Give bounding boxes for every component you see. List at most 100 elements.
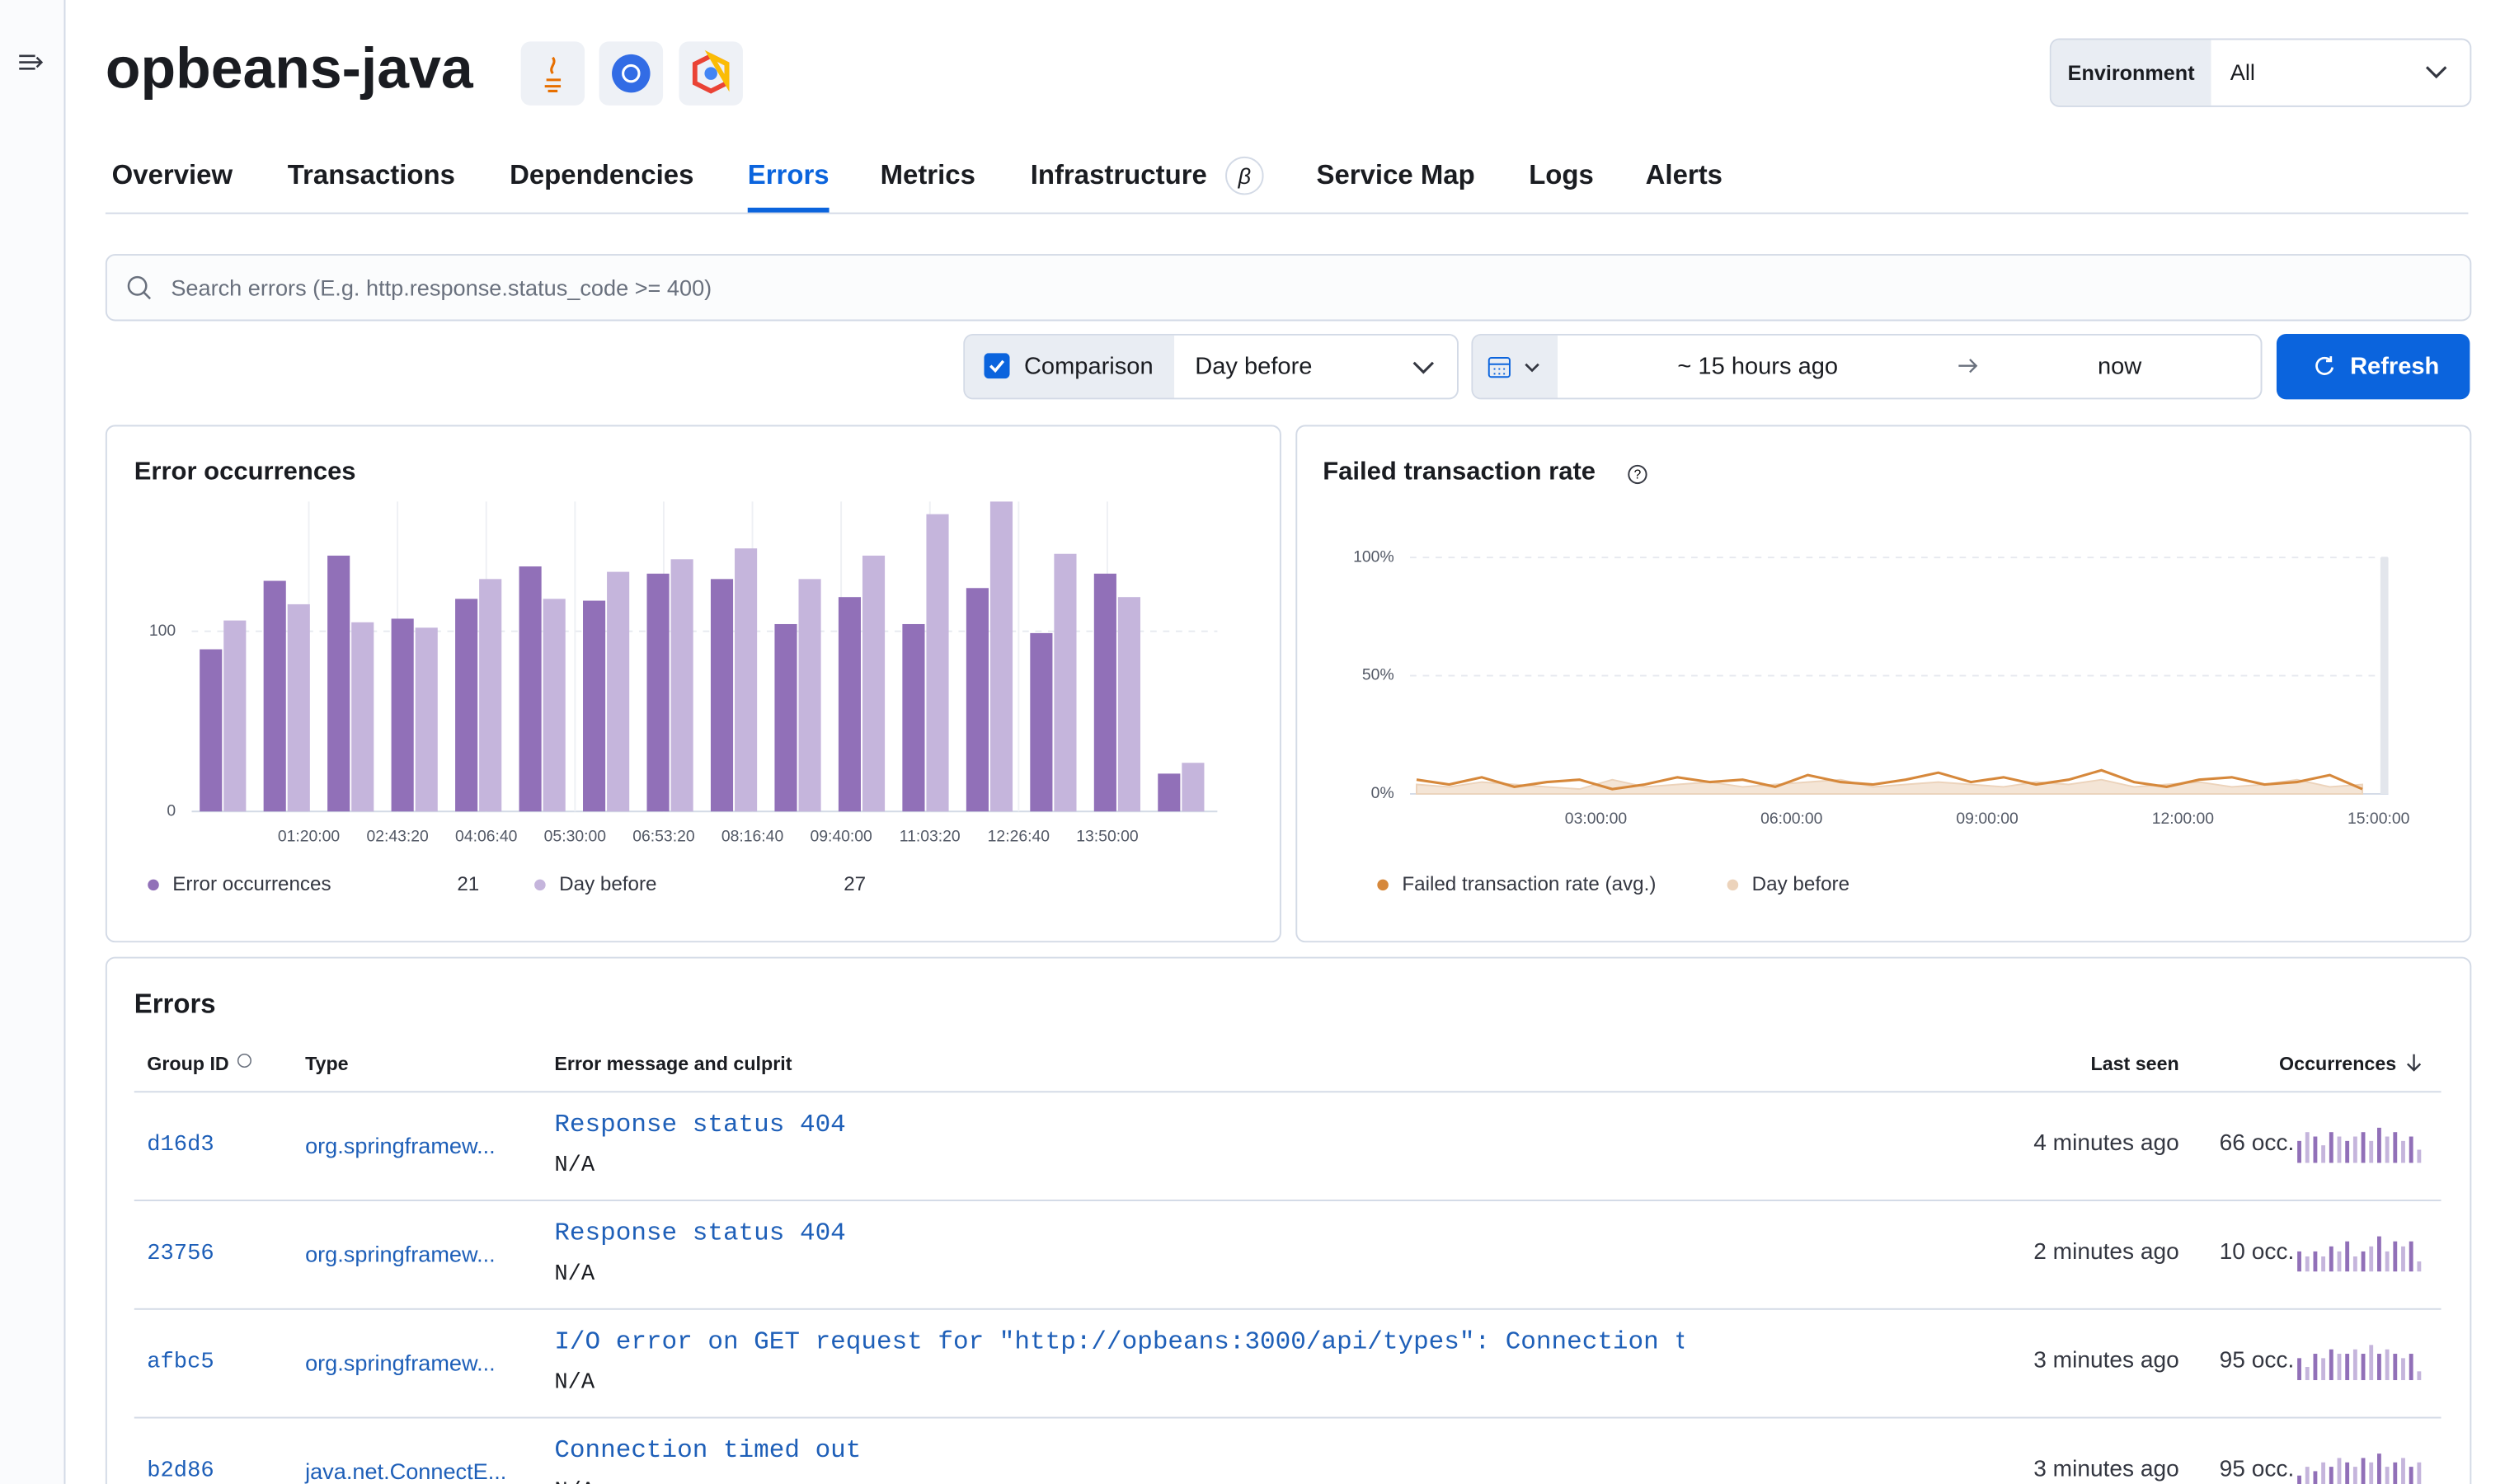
spark-bar [2321, 1256, 2326, 1272]
tab[interactable]: Infrastructure [1030, 159, 1207, 190]
legend-swatch [534, 879, 546, 891]
culprit: N/A [554, 1153, 595, 1179]
spark-bar [2352, 1136, 2357, 1163]
help-icon[interactable]: ? [1626, 463, 1648, 486]
date-start[interactable]: ~ 15 hours ago [1677, 353, 1839, 381]
now-marker [2380, 557, 2389, 794]
comparison-label: Comparison [1023, 353, 1154, 381]
tab[interactable]: Transactions [287, 159, 455, 190]
spark-bar [2385, 1467, 2390, 1484]
comparison-option[interactable]: Day before [1195, 353, 1313, 381]
spark-bar [2313, 1136, 2318, 1163]
spark-bar [2369, 1462, 2374, 1484]
sidebar-toggle[interactable] [17, 51, 49, 73]
tab[interactable]: Alerts [1645, 159, 1722, 190]
error-type[interactable]: org.springframew... [305, 1350, 496, 1376]
spark-bar [2313, 1354, 2318, 1380]
bar [223, 620, 247, 812]
bar [902, 623, 925, 812]
comparison-toggle[interactable]: Comparison [965, 335, 1175, 398]
error-message[interactable]: Response status 404 [554, 1219, 846, 1248]
column-header[interactable]: Type [305, 1052, 349, 1075]
occurrences: 66 occ. [2219, 1130, 2295, 1157]
error-type[interactable]: org.springframew... [305, 1132, 496, 1158]
bar [327, 555, 350, 812]
date-end[interactable]: now [2097, 353, 2142, 381]
table-row: afbc5 org.springframew... I/O error on GET… [134, 1308, 2442, 1419]
group-id[interactable]: 23756 [147, 1241, 214, 1267]
line [1416, 768, 2363, 791]
checkbox[interactable] [984, 353, 1010, 379]
chart-title: Failed transaction rate [1323, 458, 1596, 486]
spark-bar [2369, 1345, 2374, 1380]
spark-bar [2329, 1467, 2333, 1484]
tab[interactable]: Metrics [880, 159, 975, 190]
svg-text:?: ? [1634, 468, 1642, 482]
column-header[interactable]: Occurrences [2279, 1052, 2397, 1075]
service-title: opbeans-java [105, 35, 473, 101]
column-header[interactable]: Last seen [2090, 1052, 2179, 1075]
spark-bar [2321, 1145, 2326, 1163]
spark-bar [2401, 1358, 2405, 1380]
error-type[interactable]: java.net.ConnectE... [305, 1458, 507, 1484]
tab[interactable]: Errors [747, 159, 830, 190]
search-bar[interactable]: Search errors (E.g. http.response.status… [105, 254, 2472, 322]
y-tick-label: 100 [149, 622, 176, 640]
column-header[interactable]: Group ID [147, 1052, 229, 1075]
spark-bar [2377, 1236, 2381, 1272]
error-message[interactable]: Connection timed out [554, 1435, 862, 1465]
spark-bar [2345, 1140, 2350, 1163]
error-message[interactable]: I/O error on GET request for "http://opb… [554, 1327, 1684, 1356]
environment-label: Environment [2051, 40, 2211, 106]
beta-badge: β [1225, 156, 1264, 195]
bar [1093, 573, 1116, 812]
spark-bar [2377, 1453, 2381, 1484]
spark-bar [2321, 1462, 2326, 1484]
bar [1117, 597, 1140, 812]
tabs-divider [105, 212, 2469, 214]
x-tick-label: 09:40:00 [810, 827, 872, 845]
bar [1054, 553, 1077, 812]
sparkline [2297, 1453, 2422, 1484]
tab[interactable]: Overview [111, 159, 233, 190]
group-id[interactable]: b2d86 [147, 1458, 214, 1484]
spark-bar [2345, 1241, 2350, 1272]
date-quick-menu[interactable] [1473, 335, 1558, 398]
spark-bar [2385, 1136, 2390, 1163]
spark-bar [2377, 1354, 2381, 1380]
bar [710, 579, 734, 812]
group-id[interactable]: afbc5 [147, 1350, 214, 1376]
column-header[interactable]: Error message and culprit [554, 1052, 792, 1075]
y-tick-label: 0 [167, 801, 176, 819]
spark-bar [2305, 1367, 2310, 1380]
spark-bar [2393, 1132, 2398, 1163]
legend-label: Error occurrences [172, 873, 331, 895]
tab[interactable]: Logs [1529, 159, 1594, 190]
spark-bar [2369, 1246, 2374, 1272]
spark-bar [2352, 1349, 2357, 1380]
legend-label: Day before [1752, 873, 1849, 895]
group-id[interactable]: d16d3 [147, 1132, 214, 1158]
error-type[interactable]: org.springframew... [305, 1241, 496, 1267]
spark-bar [2401, 1246, 2405, 1272]
spark-bar [2313, 1251, 2318, 1272]
area [1416, 778, 2363, 795]
bar [391, 618, 414, 812]
tab[interactable]: Dependencies [510, 159, 694, 190]
chart-title: Error occurrences [134, 458, 356, 486]
spark-bar [2329, 1349, 2333, 1380]
error-message[interactable]: Response status 404 [554, 1110, 846, 1139]
spark-bar [2297, 1251, 2301, 1272]
spark-bar [2385, 1251, 2390, 1272]
last-seen: 4 minutes ago [2033, 1130, 2179, 1157]
bar [1182, 763, 1205, 812]
spark-bar [2305, 1132, 2310, 1163]
spark-bar [2401, 1140, 2405, 1163]
sparkline [2297, 1127, 2422, 1163]
tab[interactable]: Service Map [1316, 159, 1475, 190]
environment-select[interactable]: Environment All [2049, 38, 2472, 107]
refresh-button[interactable]: Refresh [2276, 333, 2470, 400]
error-occurrences-panel [105, 425, 1281, 943]
legend-swatch [1377, 879, 1389, 891]
